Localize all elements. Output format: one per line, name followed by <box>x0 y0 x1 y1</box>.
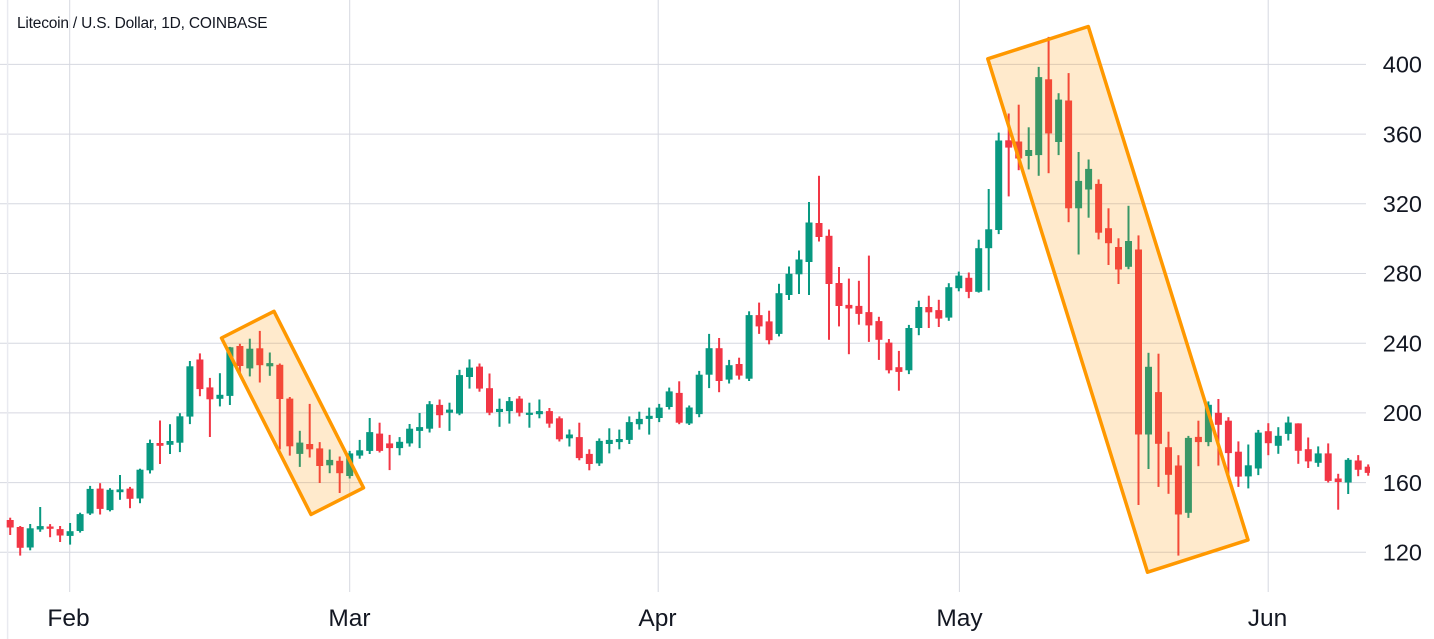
svg-text:Litecoin / U.S. Dollar, 1D, CO: Litecoin / U.S. Dollar, 1D, COINBASE <box>17 15 267 32</box>
svg-text:May: May <box>936 605 983 632</box>
svg-text:280: 280 <box>1383 261 1422 287</box>
svg-text:320: 320 <box>1383 191 1422 217</box>
svg-text:120: 120 <box>1383 540 1422 566</box>
svg-text:200: 200 <box>1383 400 1422 426</box>
svg-text:Feb: Feb <box>47 605 89 632</box>
svg-text:360: 360 <box>1383 121 1422 147</box>
svg-text:Jun: Jun <box>1248 605 1288 632</box>
svg-text:160: 160 <box>1383 470 1422 496</box>
svg-text:Apr: Apr <box>638 605 676 632</box>
svg-text:400: 400 <box>1383 52 1422 78</box>
svg-text:240: 240 <box>1383 330 1422 356</box>
svg-text:Mar: Mar <box>328 605 370 632</box>
